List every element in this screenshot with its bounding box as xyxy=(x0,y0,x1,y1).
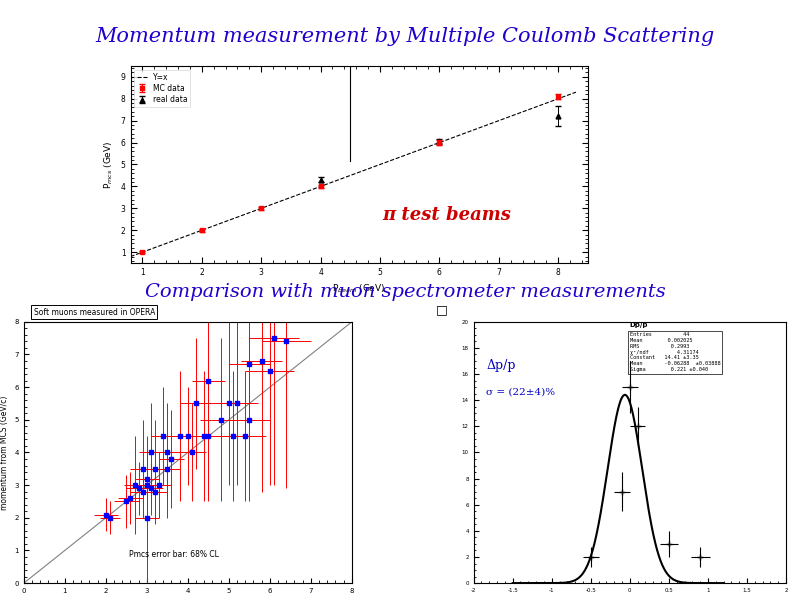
Text: □: □ xyxy=(436,303,448,317)
Text: σ = (22±4)%: σ = (22±4)% xyxy=(486,388,555,397)
Text: Δp/p: Δp/p xyxy=(486,359,515,372)
Y-axis label: P$_{mcs}$ (GeV): P$_{mcs}$ (GeV) xyxy=(102,140,115,189)
X-axis label: P$_{beam}$ (GeV): P$_{beam}$ (GeV) xyxy=(333,283,386,295)
Legend: Y=x, MC data, real data: Y=x, MC data, real data xyxy=(134,70,191,107)
Text: Entries          44
Mean        0.002025
RMS          0.2993
χ²/ndf         4.31: Entries 44 Mean 0.002025 RMS 0.2993 χ²/n… xyxy=(630,332,720,372)
Text: Soft muons measured in OPERA: Soft muons measured in OPERA xyxy=(33,308,155,317)
Text: Comparison with muon spectrometer measurements: Comparison with muon spectrometer measur… xyxy=(145,283,665,302)
Text: Dp/p: Dp/p xyxy=(630,322,649,328)
Text: Momentum measurement by Multiple Coulomb Scattering: Momentum measurement by Multiple Coulomb… xyxy=(95,27,715,46)
Text: π test beams: π test beams xyxy=(382,206,511,224)
Y-axis label: momentum from MCS (GeV/c): momentum from MCS (GeV/c) xyxy=(0,395,9,510)
Text: Pmcs error bar: 68% CL: Pmcs error bar: 68% CL xyxy=(129,550,218,559)
